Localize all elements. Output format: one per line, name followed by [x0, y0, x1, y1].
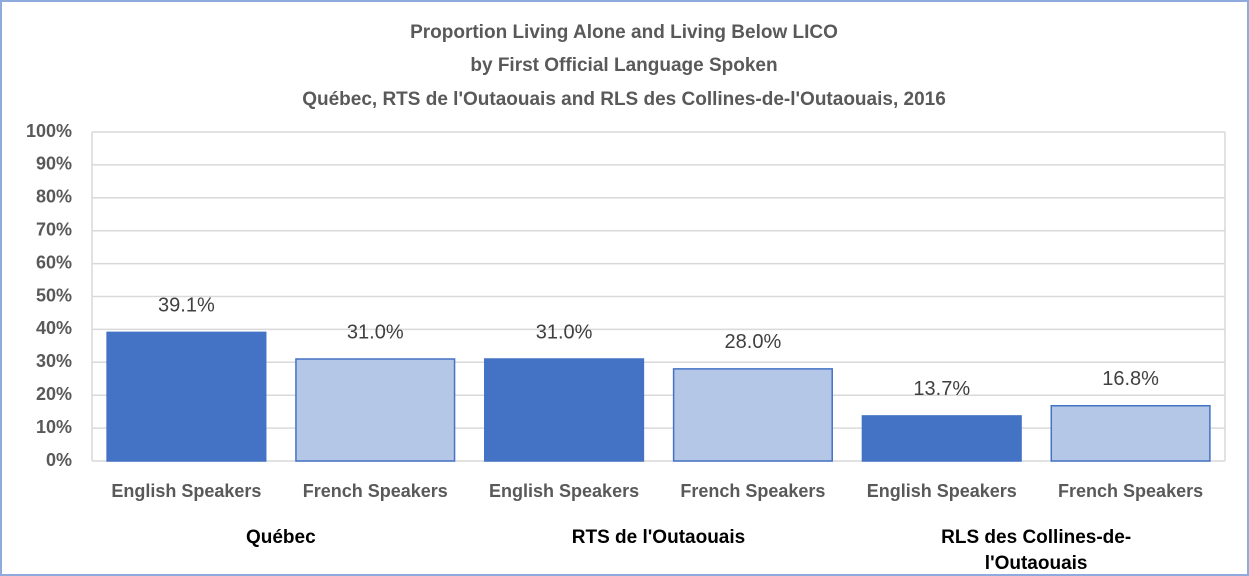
- bar: [672, 368, 833, 462]
- data-label: 13.7%: [913, 378, 970, 400]
- y-tick-label: 40%: [36, 318, 72, 338]
- group-label: Québec: [245, 527, 316, 548]
- bar: [295, 358, 456, 462]
- bar: [484, 358, 645, 462]
- x-tick-label: English Speakers: [111, 481, 261, 501]
- chart-title: Proportion Living Alone and Living Below…: [410, 22, 838, 43]
- bar: [861, 415, 1022, 462]
- y-tick-label: 20%: [36, 384, 72, 404]
- y-tick-label: 80%: [36, 187, 72, 207]
- y-tick-label: 30%: [36, 351, 72, 371]
- y-tick-label: 10%: [36, 417, 72, 437]
- data-label: 39.1%: [158, 295, 215, 317]
- y-tick-label: 90%: [36, 154, 72, 174]
- data-label: 31.0%: [536, 321, 593, 343]
- y-tick-label: 50%: [36, 285, 72, 305]
- data-label: 28.0%: [725, 331, 782, 353]
- x-tick-label: English Speakers: [489, 481, 639, 501]
- data-label: 31.0%: [347, 321, 404, 343]
- y-tick-label: 70%: [36, 219, 72, 239]
- x-tick-label: French Speakers: [303, 481, 448, 501]
- bar: [106, 331, 267, 462]
- y-tick-label: 0%: [46, 450, 72, 470]
- group-label: RTS de l'Outaouais: [571, 527, 746, 548]
- group-label: RLS des Collines-de-l'Outaouais: [941, 527, 1132, 574]
- chart-title: Québec, RTS de l'Outaouais and RLS des C…: [302, 89, 946, 110]
- x-tick-label: French Speakers: [1058, 481, 1203, 501]
- bar: [1050, 404, 1211, 462]
- x-tick-label: French Speakers: [680, 481, 825, 501]
- y-tick-label: 60%: [36, 252, 72, 272]
- y-tick-label: 100%: [26, 121, 72, 141]
- chart-title: by First Official Language Spoken: [470, 55, 777, 76]
- data-label: 16.8%: [1102, 368, 1159, 390]
- x-tick-label: English Speakers: [867, 481, 1017, 501]
